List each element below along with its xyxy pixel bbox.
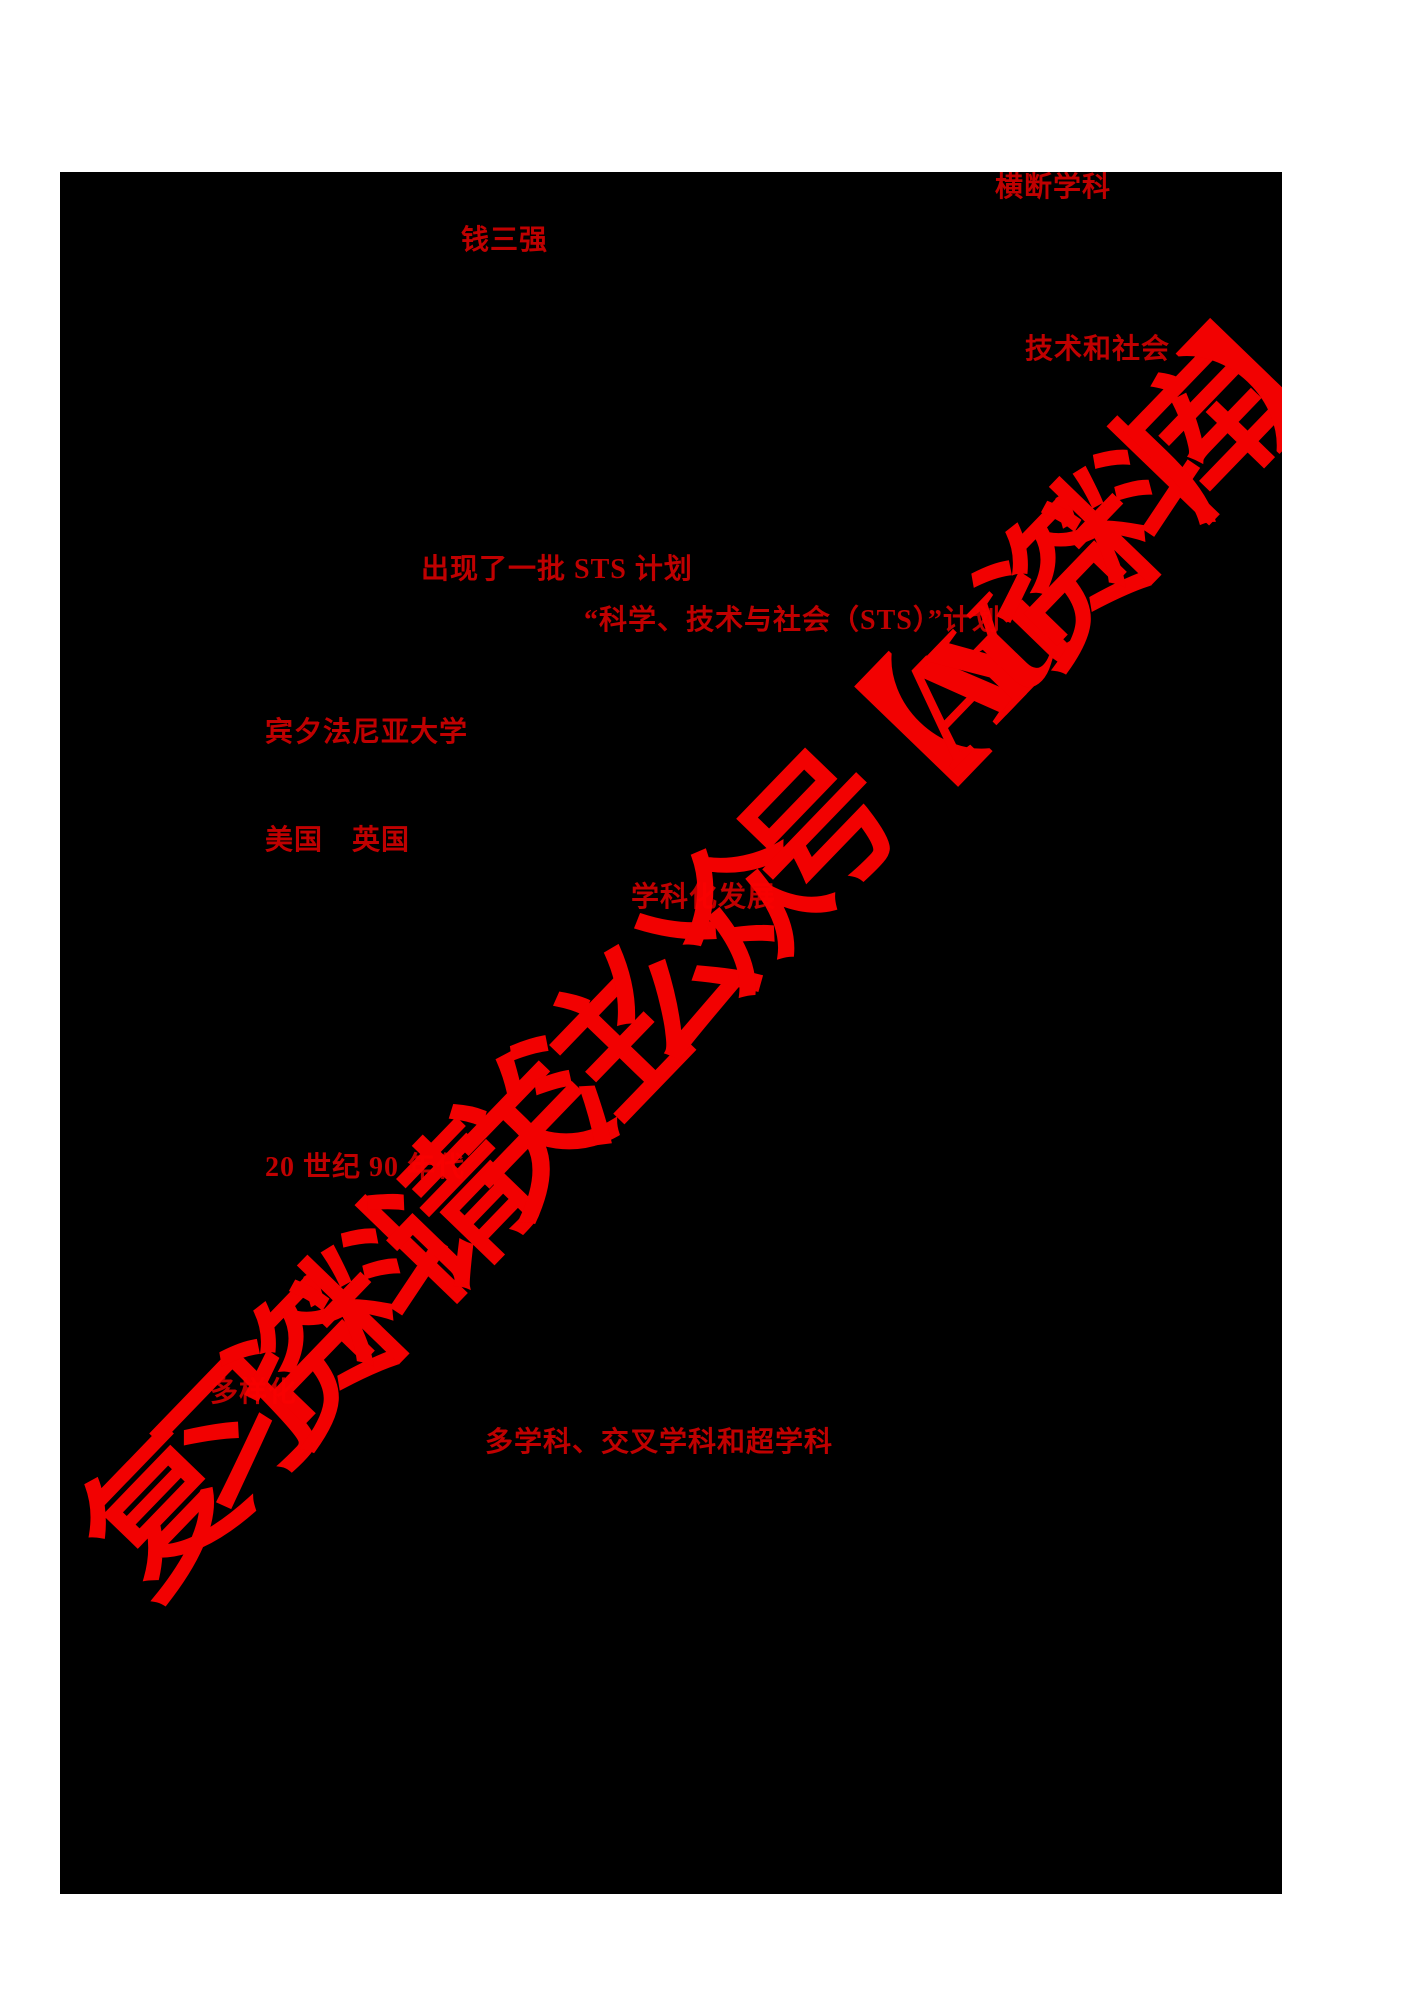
answer-highlight: 美国 英国 (265, 825, 411, 856)
answer-highlight: 宾夕法尼亚大学 (265, 717, 469, 748)
answer-highlight: 出现了一批 STS 计划 (421, 554, 693, 585)
answer-highlight: 技术和社会 (1025, 334, 1171, 365)
document-black-area: 横断学科 钱三强 技术和社会 出现了一批 STS 计划 “科学、技术与社会（ST… (60, 172, 1282, 1894)
answer-highlight: 多学科、交叉学科和超学科 (485, 1427, 834, 1458)
answer-highlight: 横断学科 (995, 172, 1112, 203)
answer-highlight: “科学、技术与社会（STS）”计划 (584, 605, 1001, 636)
watermark: 复习资料请关注公众号【AYu资料库】 (60, 277, 1282, 1625)
answer-highlight: 20 世纪 90 年代 (265, 1152, 466, 1183)
answer-highlight: 学科化发展 (631, 882, 777, 913)
answer-highlight: 钱三强 (461, 225, 549, 256)
answer-highlight: 多样化 (210, 1377, 298, 1408)
